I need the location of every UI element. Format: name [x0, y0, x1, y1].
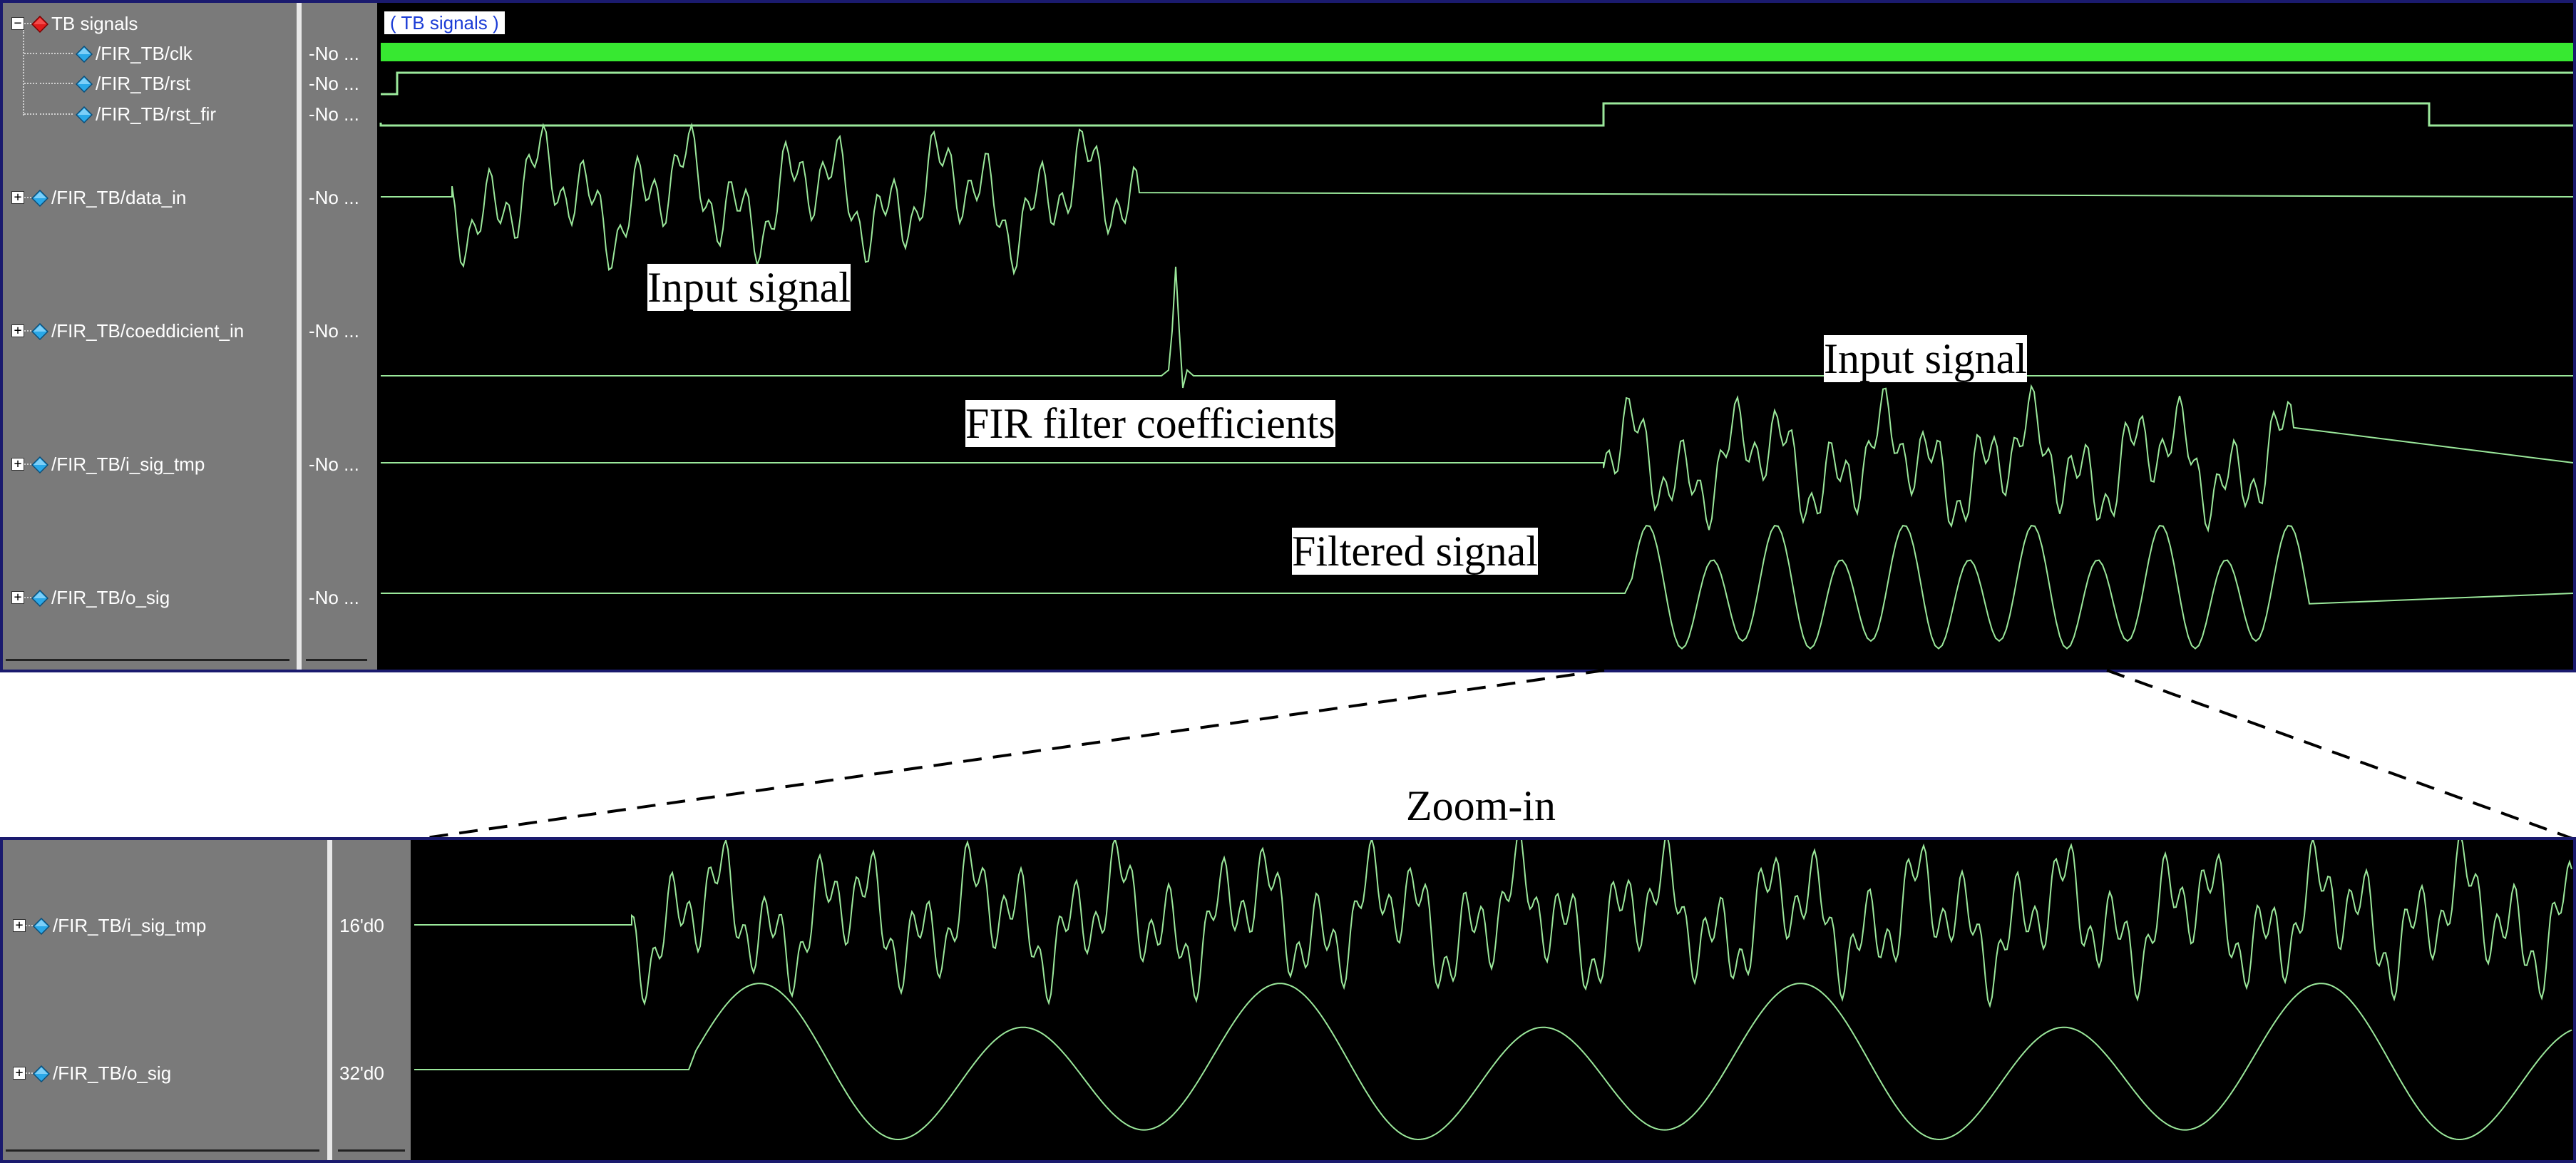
- name-pane-scrollbar[interactable]: [6, 1149, 319, 1152]
- annotation-zoom-in: Zoom-in: [1406, 782, 1556, 829]
- signal-name: TB signals: [51, 12, 138, 34]
- signal-row-o-sig[interactable]: + /FIR_TB/o_sig: [3, 583, 297, 612]
- blue-diamond-icon: [76, 76, 93, 93]
- value-pane-scrollbar[interactable]: [306, 659, 367, 661]
- group-label: ( TB signals ): [384, 11, 505, 34]
- blue-diamond-icon: [76, 106, 93, 123]
- signal-row-i-sig-tmp[interactable]: + /FIR_TB/i_sig_tmp: [3, 911, 327, 940]
- main-wave-window: − TB signals /FIR_TB/clk /FIR_TB/rst: [0, 0, 2576, 672]
- o-sig-waveform: [381, 524, 2573, 650]
- value-cell: -No ...: [309, 586, 359, 608]
- signal-name: /FIR_TB/coeddicient_in: [51, 319, 245, 342]
- value-pane: -No ... -No ... -No ... -No ... -No ... …: [302, 3, 373, 670]
- value-cell: -No ...: [309, 72, 359, 94]
- blue-diamond-icon: [31, 323, 48, 340]
- signal-row-tb-signals[interactable]: − TB signals: [3, 9, 297, 38]
- signal-name: /FIR_TB/rst: [96, 72, 190, 94]
- expand-icon[interactable]: +: [11, 458, 24, 471]
- annotation-filtered-signal: Filtered signal: [1292, 528, 1538, 575]
- clk-waveform: [381, 43, 2573, 61]
- signal-row-clk[interactable]: /FIR_TB/clk: [3, 39, 297, 68]
- zoom-i-sig-tmp-waveform: [414, 840, 2572, 1008]
- signal-row-rst[interactable]: /FIR_TB/rst: [3, 69, 297, 98]
- signal-row-coefficient-in[interactable]: + /FIR_TB/coeddicient_in: [3, 317, 297, 345]
- value-pane-scrollbar[interactable]: [338, 1149, 405, 1152]
- value-cell: -No ...: [309, 103, 359, 125]
- signal-name-pane: + /FIR_TB/i_sig_tmp + /FIR_TB/o_sig: [3, 840, 327, 1160]
- tree-guide-line: [23, 30, 24, 116]
- value-cell: -No ...: [309, 42, 359, 64]
- expand-icon[interactable]: +: [11, 591, 24, 604]
- blue-diamond-icon: [76, 46, 93, 63]
- blue-diamond-icon: [31, 590, 48, 607]
- blue-diamond-icon: [33, 1065, 50, 1082]
- red-diamond-icon: [31, 16, 48, 33]
- signal-name: /FIR_TB/i_sig_tmp: [51, 453, 205, 475]
- value-cell: 32'd0: [339, 1062, 384, 1084]
- signal-name: /FIR_TB/o_sig: [53, 1062, 172, 1084]
- blue-diamond-icon: [31, 456, 48, 473]
- waveform-pane[interactable]: ( TB signals ): [377, 3, 2573, 670]
- expand-icon[interactable]: +: [11, 324, 24, 337]
- value-cell: 16'd0: [339, 914, 384, 936]
- zoom-wave-window: + /FIR_TB/i_sig_tmp + /FIR_TB/o_sig 16'd…: [0, 837, 2576, 1163]
- signal-name: /FIR_TB/clk: [96, 42, 193, 64]
- signal-name: /FIR_TB/data_in: [51, 186, 187, 208]
- annotation-input-signal: Input signal: [647, 264, 851, 311]
- rst-fir-waveform: [379, 102, 2573, 127]
- pane-divider[interactable]: [297, 3, 302, 670]
- collapse-icon[interactable]: −: [11, 17, 24, 30]
- value-cell: -No ...: [309, 453, 359, 475]
- main-waveforms: [379, 43, 2573, 650]
- expand-icon[interactable]: +: [13, 919, 26, 932]
- expand-icon[interactable]: +: [11, 191, 24, 204]
- zoom-o-sig-waveform: [414, 983, 2572, 1141]
- value-pane: 16'd0 32'd0: [332, 840, 411, 1160]
- zoom-waveforms: [414, 840, 2572, 1141]
- signal-row-o-sig[interactable]: + /FIR_TB/o_sig: [3, 1059, 327, 1087]
- signal-row-data-in[interactable]: + /FIR_TB/data_in: [3, 183, 297, 212]
- value-cell: -No ...: [309, 186, 359, 208]
- signal-name: /FIR_TB/i_sig_tmp: [53, 914, 207, 936]
- waveform-pane[interactable]: [411, 840, 2573, 1160]
- signal-row-i-sig-tmp[interactable]: + /FIR_TB/i_sig_tmp: [3, 450, 297, 478]
- value-cell: -No ...: [309, 319, 359, 342]
- name-pane-scrollbar[interactable]: [6, 659, 289, 661]
- annotation-fir-coefficients: FIR filter coefficients: [965, 400, 1335, 447]
- coefficient-in-waveform: [381, 266, 2573, 389]
- expand-icon[interactable]: +: [13, 1067, 26, 1080]
- signal-name-pane: − TB signals /FIR_TB/clk /FIR_TB/rst: [3, 3, 297, 670]
- data-in-waveform: [381, 122, 2573, 276]
- rst-waveform: [381, 71, 2573, 96]
- zoom-guide-right: [2106, 669, 2573, 840]
- pane-divider[interactable]: [373, 3, 377, 670]
- signal-name: /FIR_TB/o_sig: [51, 586, 170, 608]
- blue-diamond-icon: [33, 918, 50, 935]
- signal-name: /FIR_TB/rst_fir: [96, 103, 217, 125]
- blue-diamond-icon: [31, 190, 48, 207]
- pane-divider[interactable]: [327, 840, 332, 1160]
- i-sig-tmp-waveform: [381, 384, 2573, 533]
- annotation-input-signal: Input signal: [1824, 335, 2027, 382]
- signal-row-rst-fir[interactable]: /FIR_TB/rst_fir: [3, 100, 297, 128]
